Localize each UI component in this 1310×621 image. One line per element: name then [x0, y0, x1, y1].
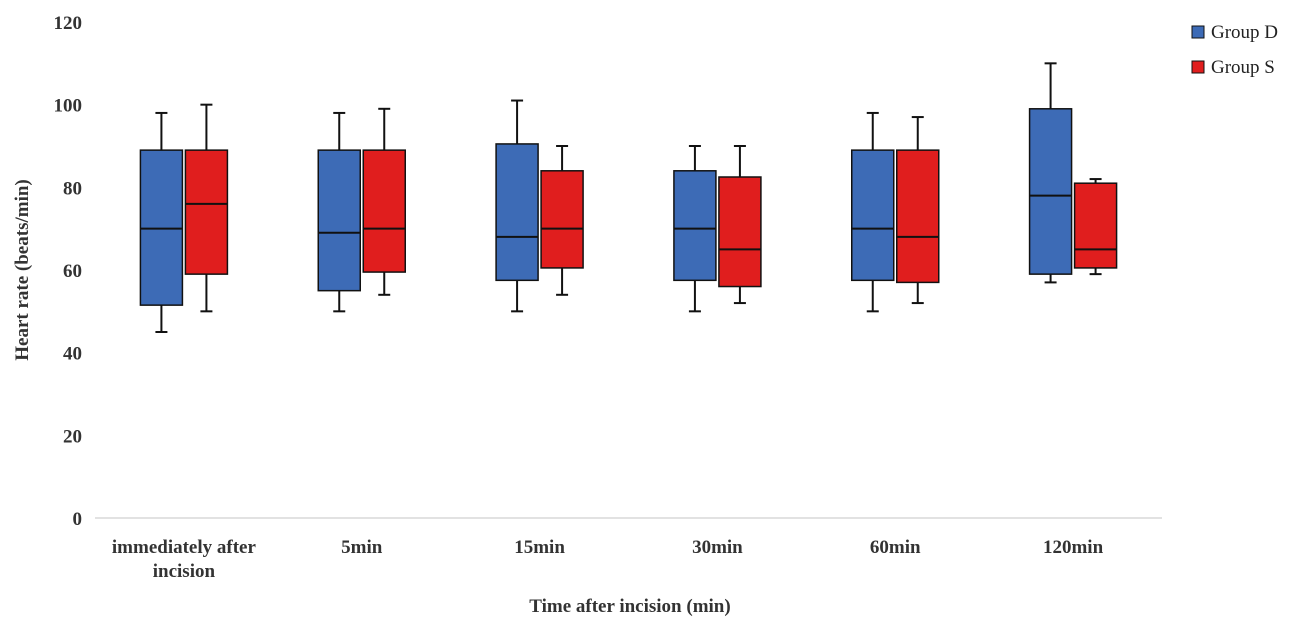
- y-tick-label: 80: [63, 178, 82, 199]
- x-axis-title: Time after incision (min): [529, 596, 730, 617]
- y-tick-label: 20: [63, 426, 82, 447]
- x-tick-label: 5min: [341, 537, 383, 558]
- box-group-d: [139, 111, 184, 333]
- legend-swatch: [1191, 60, 1205, 74]
- box-group-s: [184, 103, 229, 313]
- box-group-d: [495, 99, 539, 313]
- box-iqr: [362, 149, 406, 273]
- x-tick-label: 60min: [870, 537, 921, 558]
- x-tick-label-line: 30min: [692, 537, 743, 558]
- box-group-s: [896, 116, 940, 305]
- box-group-s: [1073, 178, 1118, 276]
- y-tick-label: 0: [73, 509, 83, 530]
- box-iqr: [896, 149, 940, 284]
- x-axis: immediately after incision 5min 15min 30min 6…: [95, 517, 1162, 582]
- box-iqr: [317, 149, 361, 292]
- legend-label: Group D: [1211, 22, 1278, 43]
- box-iqr: [1073, 182, 1118, 269]
- box-group-d: [1028, 62, 1073, 284]
- x-tick-label-line: 60min: [870, 537, 921, 558]
- x-tick-label: 15min: [514, 537, 565, 558]
- y-tick-label: 120: [54, 13, 83, 34]
- box-iqr: [495, 143, 539, 282]
- y-tick-label: 60: [63, 261, 82, 282]
- y-tick-label: 100: [54, 96, 83, 117]
- x-tick-label-line: 15min: [514, 537, 565, 558]
- box-iqr: [718, 176, 762, 288]
- legend-label: Group S: [1211, 57, 1275, 78]
- legend-swatch: [1191, 25, 1205, 39]
- y-tick-label: 40: [63, 344, 82, 365]
- box-iqr: [851, 149, 895, 282]
- box-group-d: [673, 145, 717, 313]
- box-iqr: [540, 170, 584, 269]
- box-group-d: [851, 111, 895, 313]
- box-iqr: [139, 149, 184, 306]
- x-tick-label-line: incision: [153, 561, 216, 582]
- y-axis: 0 20 40 60 80 100 120: [54, 13, 83, 530]
- box-iqr: [184, 149, 229, 275]
- x-tick-label: 30min: [692, 537, 743, 558]
- legend: Group D Group S: [1191, 22, 1278, 78]
- x-tick-label: 120min: [1043, 537, 1104, 558]
- x-tick-label: immediately after incision: [112, 537, 257, 582]
- x-tick-label-line: immediately after: [112, 537, 257, 558]
- plot-area: [139, 62, 1118, 333]
- y-axis-title: Heart rate (beats/min): [12, 179, 33, 361]
- box-group-s: [718, 145, 762, 305]
- box-iqr: [1028, 108, 1073, 275]
- box-group-s: [362, 107, 406, 296]
- box-group-s: [540, 145, 584, 296]
- box-iqr: [673, 170, 717, 282]
- x-tick-label-line: 120min: [1043, 537, 1104, 558]
- x-tick-label-line: 5min: [341, 537, 383, 558]
- box-group-d: [317, 111, 361, 313]
